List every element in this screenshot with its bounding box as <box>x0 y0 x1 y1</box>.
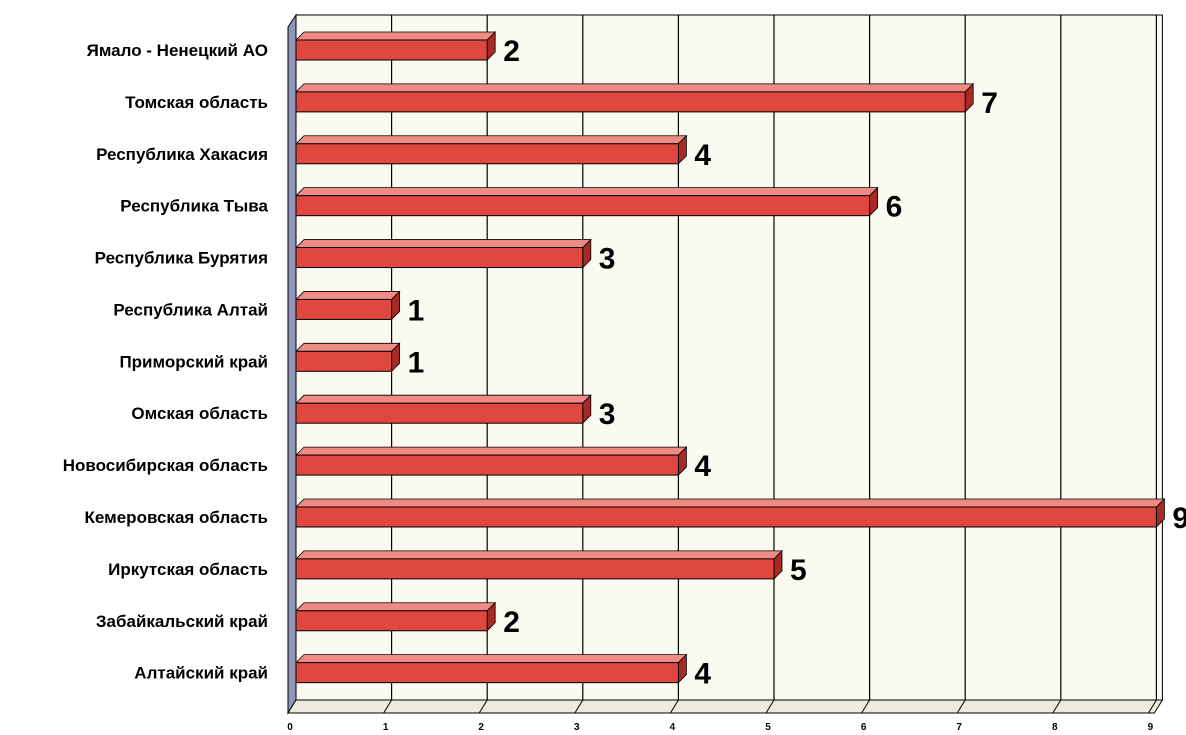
category-label: Республика Бурятия <box>95 249 268 268</box>
x-tick-label: 6 <box>861 722 867 733</box>
x-tick-label: 8 <box>1052 722 1058 733</box>
category-label: Новосибирская область <box>63 456 268 475</box>
bar-top <box>295 550 783 560</box>
left-wall <box>287 13 297 715</box>
category-label: Приморский край <box>119 352 268 371</box>
bar <box>295 402 584 424</box>
gridline-floor <box>1052 699 1062 714</box>
value-label: 3 <box>599 398 616 431</box>
bar-top <box>295 654 688 664</box>
value-label: 4 <box>694 658 711 691</box>
value-label: 6 <box>886 191 903 224</box>
bar-top <box>295 602 497 612</box>
bar-top <box>295 291 401 300</box>
value-label: 9 <box>1172 502 1186 535</box>
bar <box>295 558 775 580</box>
bar <box>295 298 393 320</box>
bar <box>295 350 393 372</box>
category-label: Ямало - Ненецкий АО <box>87 41 268 60</box>
category-label: Забайкальский край <box>96 612 268 631</box>
value-label: 2 <box>503 606 520 639</box>
category-label: Кемеровская область <box>85 508 268 527</box>
bar <box>295 662 679 684</box>
category-labels: Ямало - Ненецкий АО Томская область Респуб… <box>63 41 269 683</box>
x-tick-label: 7 <box>956 722 962 733</box>
x-tick-label: 2 <box>478 722 484 733</box>
x-tick-label: 9 <box>1148 722 1154 733</box>
value-label: 4 <box>694 139 711 172</box>
x-tick-labels: 0 1 2 3 4 5 6 7 8 9 <box>287 722 1153 733</box>
value-label: 3 <box>599 243 616 276</box>
x-tick-label: 1 <box>383 722 389 733</box>
bar-top <box>295 135 688 145</box>
value-label: 2 <box>503 35 520 68</box>
bar-top <box>295 83 975 93</box>
value-label: 4 <box>694 450 711 483</box>
category-label: Алтайский край <box>134 664 268 683</box>
bar-top <box>295 394 592 404</box>
gridline-floor <box>765 699 775 714</box>
gridlines <box>383 15 1158 714</box>
bar <box>295 195 871 217</box>
x-tick-label: 4 <box>670 722 676 733</box>
bar <box>295 143 679 165</box>
bar <box>295 247 584 269</box>
bar-top <box>295 498 1166 508</box>
x-tick-label: 0 <box>287 722 293 733</box>
x-tick-label: 5 <box>765 722 771 733</box>
floor <box>287 699 1164 714</box>
value-label: 5 <box>790 554 807 587</box>
value-labels: 2 7 4 6 3 1 1 3 4 9 5 2 4 <box>408 35 1186 691</box>
value-label: 1 <box>408 346 425 379</box>
gridline-floor <box>383 699 393 714</box>
gridline-floor <box>574 699 584 714</box>
bar <box>295 506 1157 528</box>
category-label: Республика Алтай <box>113 300 268 319</box>
value-label: 7 <box>981 87 998 120</box>
category-label: Республика Хакасия <box>96 145 268 164</box>
gridline-floor <box>669 699 679 714</box>
value-label: 1 <box>408 294 425 327</box>
bar-top <box>295 187 879 197</box>
bar <box>295 454 679 476</box>
bars <box>295 31 1166 684</box>
gridline-floor <box>478 699 488 714</box>
category-label: Омская область <box>131 404 268 423</box>
gridline-floor <box>956 699 966 714</box>
bar-top <box>295 446 688 456</box>
category-label: Томская область <box>125 93 268 112</box>
category-label: Иркутская область <box>108 560 268 579</box>
x-tick-label: 3 <box>574 722 580 733</box>
gridline-floor <box>1147 699 1157 714</box>
bar <box>295 39 488 61</box>
bar-top <box>295 31 497 41</box>
gridline-floor <box>861 699 871 714</box>
bar-top <box>295 239 592 248</box>
bar <box>295 91 966 113</box>
category-label: Республика Тыва <box>120 197 268 216</box>
bar <box>295 610 488 632</box>
bar-top <box>295 342 401 352</box>
back-wall <box>295 14 1163 701</box>
